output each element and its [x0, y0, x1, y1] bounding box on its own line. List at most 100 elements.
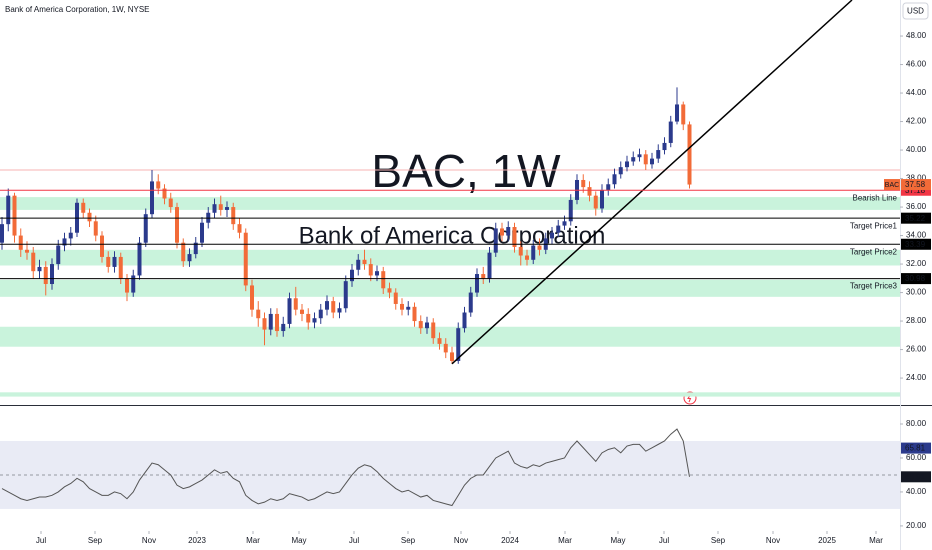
x-tick-label: Jul: [349, 536, 359, 545]
support-zone: [0, 392, 900, 397]
candle-body: [550, 232, 554, 239]
candle-body: [100, 235, 104, 257]
level-tag: [901, 238, 931, 250]
y-tick-label: 24.00: [906, 373, 927, 382]
y-tick-label: 36.00: [906, 202, 927, 211]
candle-body: [668, 121, 673, 143]
candle-body: [187, 254, 192, 262]
candle-body: [387, 288, 392, 293]
x-tick-label: Nov: [454, 536, 468, 545]
candle-body: [25, 249, 29, 253]
x-tick-label: Nov: [142, 536, 156, 545]
candle-body: [393, 292, 398, 304]
candle-body: [62, 238, 67, 246]
candle-body: [406, 306, 411, 310]
candle-body: [412, 306, 417, 322]
level-label: Target Price2: [850, 247, 898, 256]
y-tick-label: 44.00: [906, 88, 927, 97]
x-tick-label: Mar: [246, 536, 260, 545]
candle-body: [318, 309, 323, 319]
candle-body: [350, 269, 354, 282]
candle-body: [218, 204, 223, 210]
candle-body: [56, 245, 61, 265]
candle-body: [612, 174, 617, 185]
currency-button[interactable]: [902, 2, 929, 20]
candle-body: [537, 245, 542, 250]
x-tick-label: May: [610, 536, 625, 545]
support-zone: [0, 197, 900, 210]
candle-body: [287, 298, 292, 324]
candle-body: [381, 271, 386, 289]
candle-body: [643, 154, 648, 165]
level-label: Target Price1: [850, 221, 898, 230]
candle-body: [225, 207, 229, 210]
level-label: Bearish Line: [853, 193, 898, 202]
candle-body: [687, 124, 692, 185]
candle-body: [50, 264, 54, 285]
candle-body: [168, 198, 173, 208]
level-tag-value: 33.39: [905, 240, 926, 249]
candle-body: [525, 255, 529, 260]
candle-body: [268, 313, 273, 330]
x-tick-label: Mar: [558, 536, 572, 545]
candle-body: [562, 221, 567, 226]
rsi-line: [1, 428, 690, 507]
x-tick-label: 2023: [188, 536, 206, 545]
candle-body: [568, 199, 573, 222]
candle-body: [231, 207, 236, 225]
level-tag: [901, 184, 931, 196]
candle-body: [12, 195, 17, 236]
rsi-y-tick-label: 40.00: [906, 487, 927, 496]
candle-body: [200, 222, 204, 243]
trendline: [451, 0, 853, 365]
candle-body: [493, 228, 498, 253]
rsi-y-tick-label: 60.00: [906, 453, 927, 462]
candle-body: [137, 242, 142, 276]
candle-body: [618, 167, 623, 175]
candle-body: [306, 313, 311, 323]
chart-title: Bank of America Corporation, 1W, NYSE: [5, 5, 150, 14]
candle-body: [512, 227, 517, 247]
last-price-tag: [901, 179, 931, 191]
candle-body: [93, 221, 98, 236]
level-tag-value: 30.98: [905, 274, 926, 283]
candle-body: [6, 195, 11, 225]
candle-body: [587, 187, 592, 196]
candle-body: [162, 188, 167, 199]
candle-body: [418, 321, 423, 329]
candle-body: [506, 227, 511, 236]
candle-body: [125, 278, 129, 293]
candle-body: [400, 303, 404, 310]
y-tick-label: 48.00: [906, 31, 927, 40]
y-tick-label: 40.00: [906, 145, 927, 154]
candle-body: [131, 275, 136, 293]
watermark-name: Bank of America Corporation: [299, 222, 606, 249]
candle-body: [518, 246, 523, 256]
currency[interactable]: USD: [907, 7, 924, 16]
y-tick-label: 30.00: [906, 288, 927, 297]
candle-body: [343, 281, 348, 309]
candle-body: [487, 252, 492, 279]
candle-body: [650, 158, 654, 165]
candle-body: [462, 312, 467, 329]
candle-body: [375, 271, 379, 276]
candle-body: [37, 266, 42, 272]
x-tick-label: Sep: [711, 536, 726, 545]
candle-body: [43, 266, 48, 285]
rsi-ma-value: 65.81: [905, 444, 926, 453]
y-tick-label: 34.00: [906, 231, 927, 240]
last-price-value: 37.58: [905, 180, 926, 189]
level-tag-value: 35.22: [905, 214, 926, 223]
x-tick-label: Jul: [659, 536, 669, 545]
symbol-tag-label: BAC: [885, 182, 899, 189]
level-label: Target Price3: [850, 282, 898, 291]
x-tick-label: 2024: [501, 536, 519, 545]
candle-body: [625, 161, 629, 168]
candle-body: [331, 301, 336, 313]
candle-body: [468, 292, 473, 313]
watermark-symbol: BAC, 1W: [371, 145, 561, 197]
y-tick-label: 26.00: [906, 345, 927, 354]
candle-body: [81, 202, 86, 213]
candle-body: [368, 264, 373, 276]
